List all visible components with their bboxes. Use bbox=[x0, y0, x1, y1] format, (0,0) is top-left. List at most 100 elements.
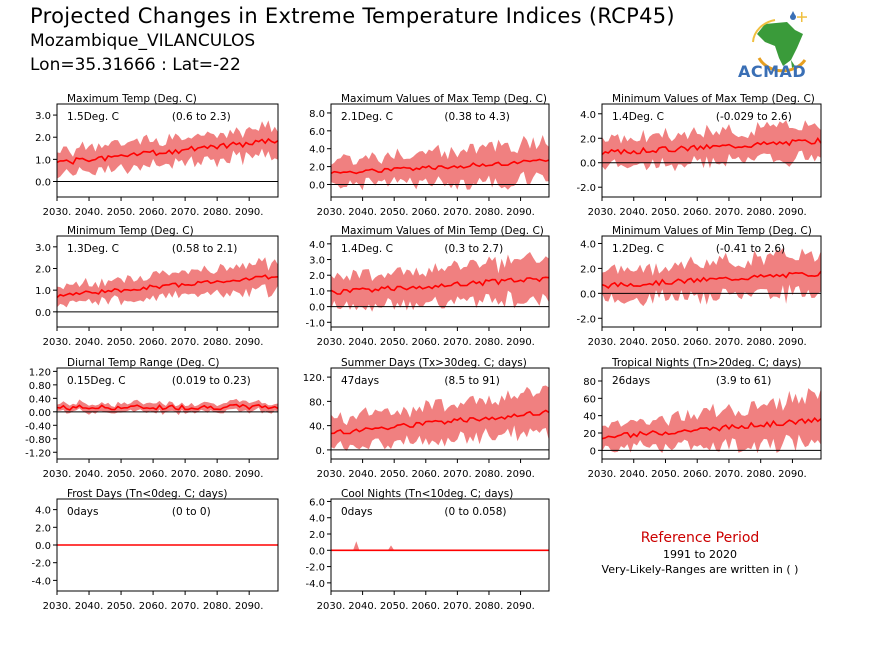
x-tick-label: 2040. bbox=[75, 207, 104, 218]
x-tick-label: 2090. bbox=[235, 207, 264, 218]
plot-frame bbox=[330, 498, 550, 592]
y-tick-label: 0.00 bbox=[29, 408, 51, 419]
x-tick-label: 2090. bbox=[235, 601, 264, 612]
chart-value: 1.4Deg. C bbox=[612, 111, 664, 123]
y-tick-label: 2.0 bbox=[35, 133, 51, 144]
x-tick-label: 2030. bbox=[588, 469, 617, 480]
x-tick-label: 2050. bbox=[651, 469, 680, 480]
chart-range: (0.38 to 4.3) bbox=[444, 111, 510, 123]
y-tick-label: 2.0 bbox=[35, 265, 51, 276]
x-tick-label: 2080. bbox=[746, 337, 775, 348]
x-tick-label: 2080. bbox=[746, 207, 775, 218]
y-tick-label: -4.0 bbox=[31, 576, 51, 587]
y-tick-label: 0.0 bbox=[580, 289, 596, 300]
plot-frame bbox=[56, 235, 279, 328]
y-tick-label: 0.0 bbox=[309, 303, 325, 314]
y-tick-label: 0 bbox=[590, 446, 596, 457]
x-tick-label: 2090. bbox=[506, 207, 535, 218]
chart-value: 1.5Deg. C bbox=[67, 111, 119, 123]
y-tick-label: 4.0 bbox=[309, 514, 325, 525]
x-tick-label: 2090. bbox=[235, 337, 264, 348]
range-band bbox=[57, 120, 278, 179]
x-tick-label: 2080. bbox=[746, 469, 775, 480]
x-tick-label: 2060. bbox=[139, 469, 168, 480]
y-tick-label: 0.0 bbox=[580, 159, 596, 170]
range-band bbox=[331, 385, 549, 451]
y-tick-label: 2.0 bbox=[580, 264, 596, 275]
y-tick-label: 2.0 bbox=[309, 163, 325, 174]
x-tick-label: 2040. bbox=[348, 469, 377, 480]
reference-note: Very-Likely-Ranges are written in ( ) bbox=[601, 563, 799, 576]
chart-value: 1.3Deg. C bbox=[67, 243, 119, 255]
y-tick-label: 120. bbox=[303, 373, 325, 384]
chart-title: Diurnal Temp Range (Deg. C) bbox=[67, 357, 219, 369]
x-tick-label: 2070. bbox=[171, 337, 200, 348]
chart-value: 1.2Deg. C bbox=[612, 243, 664, 255]
chart-title: Maximum Values of Max Temp (Deg. C) bbox=[341, 93, 547, 105]
x-tick-label: 2070. bbox=[715, 337, 744, 348]
chart-title: Maximum Values of Min Temp (Deg. C) bbox=[341, 225, 544, 237]
acmad-logo-icon bbox=[752, 11, 807, 73]
reference-period-box: Reference Period 1991 to 2020 Very-Likel… bbox=[580, 530, 820, 576]
x-tick-label: 2070. bbox=[443, 207, 472, 218]
x-tick-label: 2040. bbox=[348, 601, 377, 612]
median-line bbox=[330, 409, 550, 435]
chart-title: Minimum Temp (Deg. C) bbox=[67, 225, 194, 237]
x-tick-label: 2060. bbox=[139, 207, 168, 218]
chart-title: Tropical Nights (Tn>20deg. C; days) bbox=[611, 357, 801, 369]
x-tick-label: 2080. bbox=[203, 601, 232, 612]
range-band bbox=[331, 252, 549, 312]
x-tick-label: 2030. bbox=[43, 337, 72, 348]
chart-range: (0.019 to 0.23) bbox=[172, 375, 251, 387]
median-line bbox=[601, 417, 822, 440]
x-tick-label: 2090. bbox=[235, 469, 264, 480]
y-tick-label: 6.0 bbox=[309, 127, 325, 138]
y-tick-label: 1.20 bbox=[29, 367, 51, 378]
x-tick-label: 2050. bbox=[107, 469, 136, 480]
y-tick-label: 0.0 bbox=[35, 178, 51, 189]
y-tick-label: 4.0 bbox=[309, 145, 325, 156]
y-tick-label: 2.0 bbox=[35, 523, 51, 534]
y-tick-label: 3.0 bbox=[35, 243, 51, 254]
median-line bbox=[56, 403, 279, 411]
x-tick-label: 2060. bbox=[411, 469, 440, 480]
x-tick-label: 2030. bbox=[588, 337, 617, 348]
location-label: Mozambique_VILANCULOS bbox=[30, 31, 256, 51]
chart-range: (8.5 to 91) bbox=[444, 375, 499, 387]
chart-value: 0.15Deg. C bbox=[67, 375, 126, 387]
x-tick-label: 2060. bbox=[411, 337, 440, 348]
y-tick-label: 2.0 bbox=[580, 134, 596, 145]
y-tick-label: 1.0 bbox=[309, 287, 325, 298]
y-tick-label: -0.40 bbox=[25, 421, 51, 432]
y-tick-label: 80 bbox=[583, 377, 596, 388]
reference-title: Reference Period bbox=[640, 530, 760, 546]
chart-title: Minimum Values of Min Temp (Deg. C) bbox=[612, 225, 812, 237]
y-tick-label: 4.0 bbox=[580, 110, 596, 121]
x-tick-label: 2090. bbox=[778, 207, 807, 218]
x-tick-label: 2050. bbox=[107, 337, 136, 348]
y-tick-label: 6.0 bbox=[309, 497, 325, 508]
x-tick-label: 2040. bbox=[619, 337, 648, 348]
range-band bbox=[57, 257, 278, 308]
chart-range: (3.9 to 61) bbox=[716, 375, 771, 387]
x-tick-label: 2060. bbox=[683, 207, 712, 218]
y-tick-label: 1.0 bbox=[35, 286, 51, 297]
x-tick-label: 2040. bbox=[75, 601, 104, 612]
y-tick-label: 0.40 bbox=[29, 394, 51, 405]
x-tick-label: 2060. bbox=[683, 337, 712, 348]
y-tick-label: -0.80 bbox=[25, 435, 51, 446]
y-tick-label: 20 bbox=[583, 429, 596, 440]
median-line bbox=[56, 137, 279, 165]
x-tick-label: 2060. bbox=[411, 207, 440, 218]
x-tick-label: 2070. bbox=[171, 469, 200, 480]
y-tick-label: 3.0 bbox=[309, 256, 325, 267]
chart-2: 8.0 6.0 4.0 2.0 0.0 2030. 2040. 2050. 2060. 2070.… bbox=[309, 93, 550, 218]
y-tick-label: 8.0 bbox=[309, 109, 325, 120]
median-line bbox=[330, 158, 550, 175]
chart-range: (0.3 to 2.7) bbox=[444, 243, 503, 255]
x-tick-label: 2070. bbox=[715, 469, 744, 480]
x-tick-label: 2080. bbox=[203, 469, 232, 480]
y-tick-label: 4.0 bbox=[309, 240, 325, 251]
